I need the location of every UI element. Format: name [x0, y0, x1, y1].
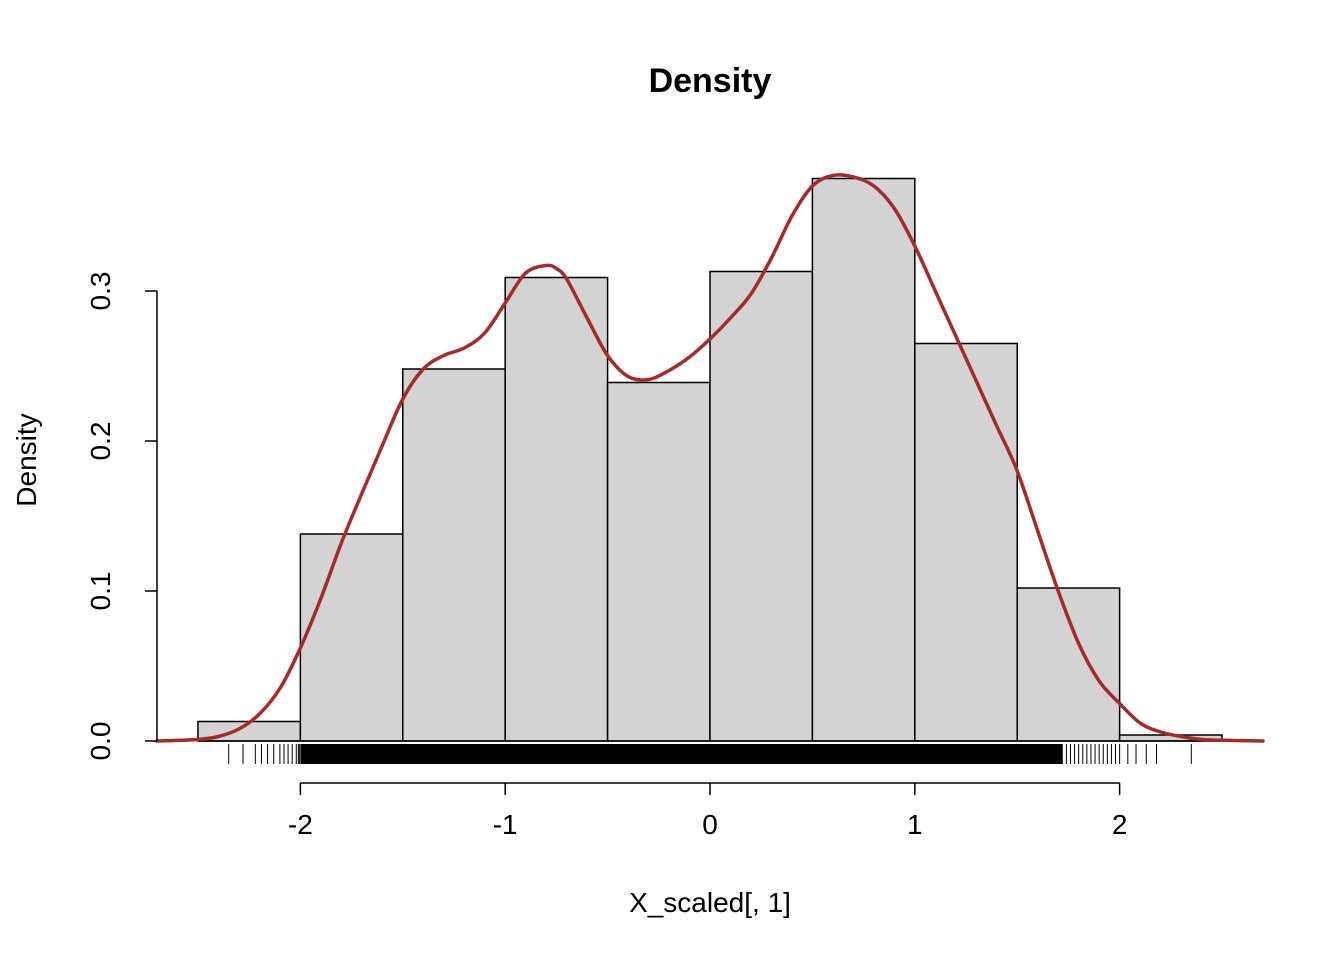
- x-tick-label: 1: [907, 809, 923, 840]
- x-tick-label: 0: [702, 809, 718, 840]
- histogram-bar: [299, 533, 404, 742]
- y-tick-label: 0.2: [85, 422, 116, 461]
- histogram-bar: [914, 342, 1018, 742]
- density-curve-layer: [155, 173, 1265, 743]
- x-axis-label: X_scaled[, 1]: [629, 887, 791, 918]
- y-axis-label: Density: [11, 413, 42, 506]
- rug-marks: [228, 744, 1192, 764]
- x-axis: -2 -1 0 1 2: [288, 782, 1128, 840]
- x-tick-label: -2: [288, 809, 313, 840]
- rug-dense-band: [300, 744, 1063, 764]
- density-curve: [155, 173, 1265, 743]
- y-tick-label: 0.1: [85, 572, 116, 611]
- x-tick-label: -1: [493, 809, 518, 840]
- histogram-bar: [606, 381, 711, 742]
- histogram-bar: [1016, 587, 1121, 742]
- histogram-bar: [811, 177, 916, 742]
- y-tick-label: 0.0: [85, 722, 116, 761]
- histogram-bar: [402, 368, 506, 742]
- histogram-bars: [197, 177, 1223, 742]
- histogram-bar: [504, 276, 609, 742]
- x-tick-label: 2: [1112, 809, 1128, 840]
- y-tick-label: 0.3: [85, 272, 116, 311]
- y-axis: 0.0 0.1 0.2 0.3: [85, 272, 158, 761]
- chart-title: Density: [649, 62, 772, 100]
- histogram-bar: [709, 270, 814, 742]
